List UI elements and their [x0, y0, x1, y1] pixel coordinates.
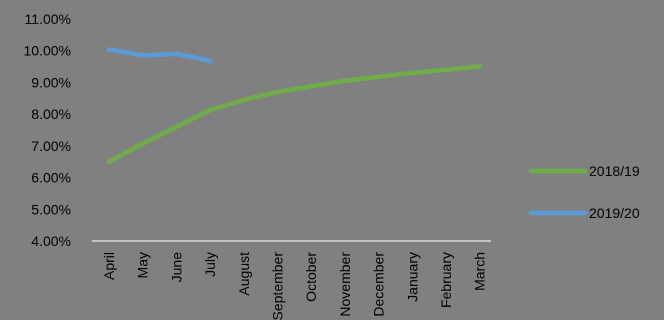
- y-tick-label: 7.00%: [31, 138, 71, 154]
- data-point: [477, 64, 482, 69]
- y-tick-label: 6.00%: [31, 170, 71, 186]
- x-tick-label: May: [135, 252, 151, 278]
- data-point: [342, 78, 348, 84]
- y-tick-label: 10.00%: [24, 43, 71, 59]
- y-tick-label: 9.00%: [31, 74, 71, 90]
- y-tick-label: 11.00%: [25, 11, 71, 27]
- series-line-2019-20: [106, 47, 213, 64]
- series-layer: [106, 47, 482, 164]
- legend: 2018/19 2019/20: [528, 163, 640, 221]
- data-point: [241, 97, 246, 103]
- series-line-2018-19: [106, 64, 482, 164]
- data-point: [174, 51, 179, 57]
- x-tick-label: January: [404, 252, 420, 302]
- data-point: [106, 159, 112, 164]
- x-tick-label: October: [303, 252, 319, 302]
- data-point: [275, 89, 280, 95]
- x-tick-label: February: [438, 252, 454, 308]
- data-point: [140, 141, 145, 146]
- x-axis: April May June July August September October No…: [101, 252, 488, 320]
- data-point: [443, 67, 449, 72]
- x-tick-label: April: [101, 252, 117, 280]
- data-point: [410, 70, 415, 76]
- data-point: [376, 74, 381, 79]
- x-tick-label: March: [472, 252, 488, 291]
- y-tick-label: 4.00%: [31, 233, 71, 249]
- data-point: [207, 107, 213, 113]
- data-point: [309, 84, 314, 89]
- x-tick-label: July: [202, 252, 218, 277]
- x-tick-label: August: [236, 252, 252, 296]
- y-axis: 4.00% 5.00% 6.00% 7.00% 8.00% 9.00% 10.00% 11.0…: [24, 11, 71, 249]
- data-point: [174, 124, 179, 130]
- y-tick-label: 8.00%: [31, 106, 71, 122]
- x-tick-label: June: [168, 252, 184, 283]
- legend-label: 2019/20: [589, 205, 640, 221]
- data-point: [106, 47, 112, 52]
- y-tick-label: 5.00%: [31, 201, 71, 217]
- x-tick-label: December: [371, 252, 387, 317]
- x-tick-label: September: [270, 252, 286, 320]
- legend-label: 2018/19: [589, 163, 640, 179]
- data-point: [207, 58, 213, 64]
- data-point: [140, 53, 145, 58]
- x-tick-label: November: [337, 252, 353, 317]
